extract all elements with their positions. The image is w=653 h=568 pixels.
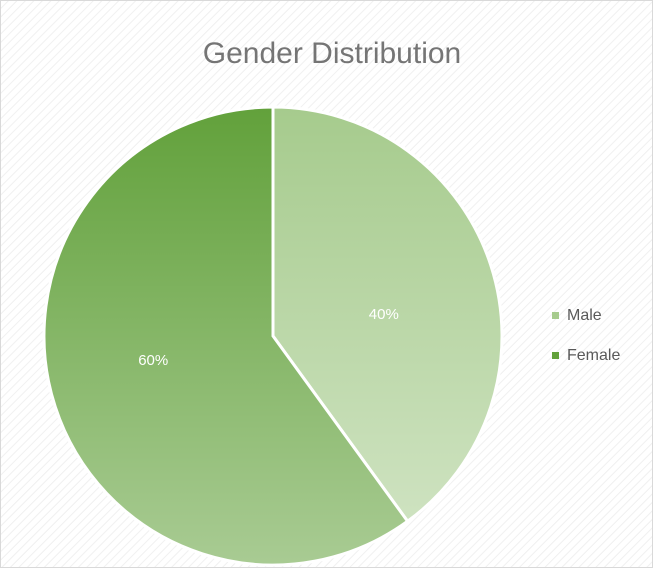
legend-marker	[552, 312, 559, 319]
data-label: 40%	[369, 306, 399, 323]
legend-label: Male	[567, 307, 602, 324]
chart-title: Gender Distribution	[203, 37, 461, 70]
legend-marker	[552, 352, 559, 359]
pie: 40% 60%	[42, 105, 504, 567]
legend-label: Female	[567, 347, 620, 364]
data-label: 60%	[138, 352, 168, 369]
legend: Male Female	[552, 307, 620, 364]
